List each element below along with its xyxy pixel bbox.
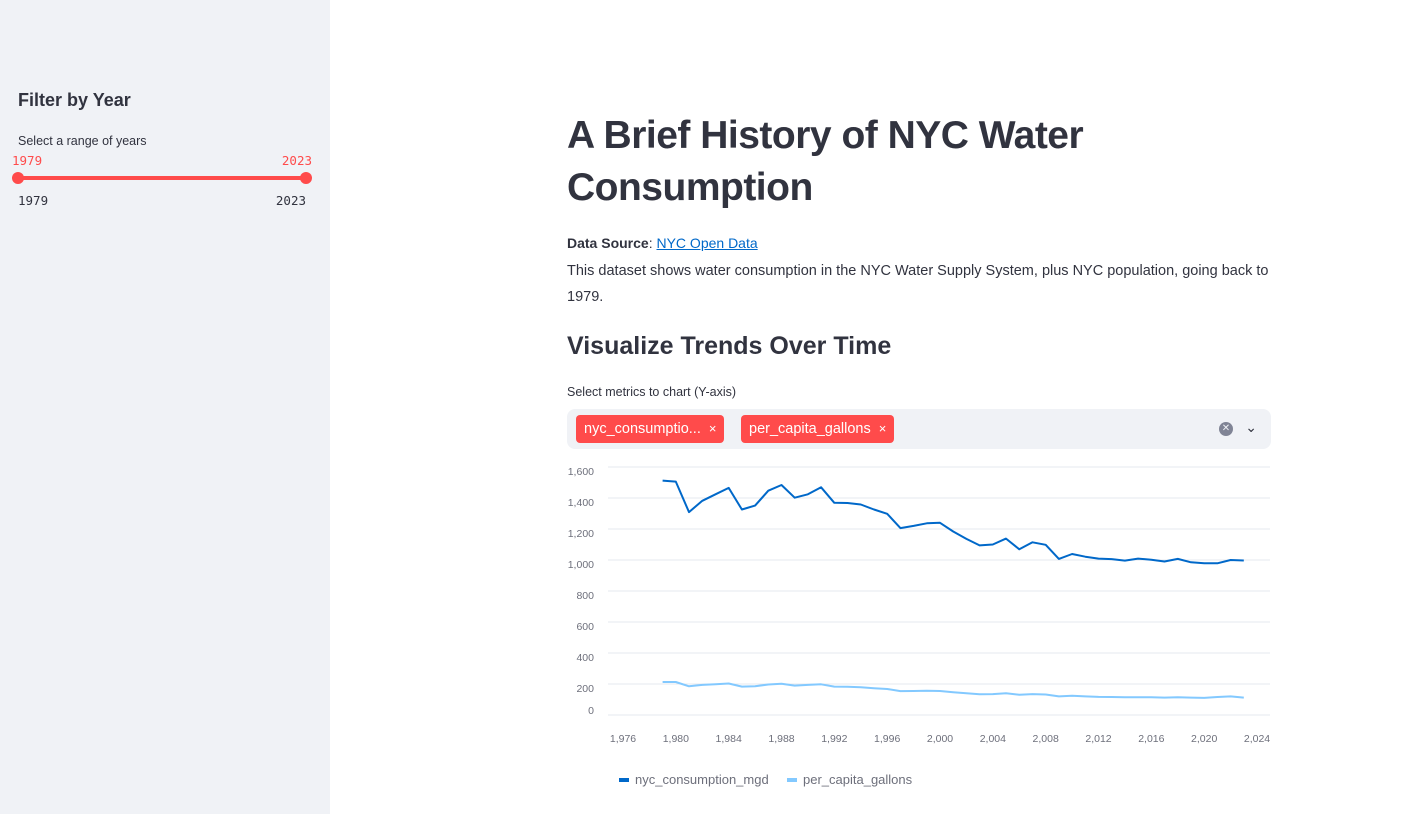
chip-label: nyc_consumptio... xyxy=(584,421,701,437)
legend-label: nyc_consumption_mgd xyxy=(635,772,769,787)
y-tick-label: 200 xyxy=(576,683,594,695)
metrics-label: Select metrics to chart (Y-axis) xyxy=(567,385,737,399)
y-tick-label: 800 xyxy=(576,590,594,602)
data-source-sep: : xyxy=(648,235,657,251)
legend-swatch-per_capita_gallons xyxy=(787,778,797,782)
chevron-down-icon[interactable]: ⌄ xyxy=(1245,419,1257,435)
data-source-label: Data Source xyxy=(567,235,649,251)
chip-label: per_capita_gallons xyxy=(749,421,871,437)
sidebar-title: Filter by Year xyxy=(18,90,131,110)
y-tick-label: 1,600 xyxy=(568,466,594,478)
x-tick-label: 1,980 xyxy=(663,733,689,745)
data-source: Data Source: NYC Open Data xyxy=(567,235,758,251)
x-tick-label: 2,000 xyxy=(927,733,953,745)
description: This dataset shows water consumption in … xyxy=(567,263,1269,305)
remove-chip-icon[interactable]: × xyxy=(878,421,887,436)
data-source-link[interactable]: NYC Open Data xyxy=(656,235,758,251)
x-tick-label: 1,996 xyxy=(874,733,900,745)
slider-range-max: 2023 xyxy=(275,193,306,208)
y-tick-label: 600 xyxy=(576,621,594,633)
x-tick-label: 2,012 xyxy=(1085,733,1111,745)
x-tick-label: 1,992 xyxy=(821,733,847,745)
section-title: Visualize Trends Over Time xyxy=(567,332,892,360)
slider-thumb-min[interactable] xyxy=(12,172,24,184)
clear-icon[interactable]: ✕ xyxy=(1219,422,1233,436)
remove-chip-icon[interactable]: × xyxy=(708,421,717,436)
x-tick-label: 1,988 xyxy=(768,733,794,745)
year-slider-label: Select a range of years xyxy=(18,134,147,148)
legend-label: per_capita_gallons xyxy=(803,772,913,787)
sidebar: Filter by Year Select a range of years 1… xyxy=(0,0,330,814)
y-tick-label: 0 xyxy=(588,705,594,717)
slider-thumb-max[interactable] xyxy=(300,172,312,184)
y-tick-label: 1,200 xyxy=(568,528,594,540)
legend-swatch-nyc_consumption_mgd xyxy=(619,778,629,782)
x-tick-label: 1,984 xyxy=(716,733,742,745)
y-tick-label: 400 xyxy=(576,652,594,664)
series-line-per_capita_gallons xyxy=(662,681,1244,699)
series-line-nyc_consumption_mgd xyxy=(662,479,1244,565)
page-title: A Brief History of NYC Water Consumption xyxy=(567,114,1084,209)
x-tick-label: 2,020 xyxy=(1191,733,1217,745)
chip-nyc-consumption: nyc_consumptio... × xyxy=(576,415,725,443)
y-tick-label: 1,000 xyxy=(568,559,594,571)
metrics-multiselect[interactable]: nyc_consumptio... × per_capita_gallons × ✕… xyxy=(567,409,1271,449)
chip-per-capita: per_capita_gallons × xyxy=(741,415,895,443)
slider-range-min: 1979 xyxy=(18,193,49,208)
line-chart: 0 200 400 600 800 1,000 1,200 1,400 1,600 1,976 1,… xyxy=(568,466,1271,787)
x-tick-label: 2,004 xyxy=(980,733,1006,745)
x-tick-label: 2,024 xyxy=(1244,733,1270,745)
slider-value-max: 2023 xyxy=(281,153,312,168)
year-slider-track[interactable] xyxy=(18,176,306,180)
y-tick-label: 1,400 xyxy=(568,497,594,509)
x-tick-label: 1,976 xyxy=(610,733,636,745)
x-tick-label: 2,008 xyxy=(1033,733,1059,745)
slider-value-min: 1979 xyxy=(12,153,43,168)
x-tick-label: 2,016 xyxy=(1138,733,1164,745)
